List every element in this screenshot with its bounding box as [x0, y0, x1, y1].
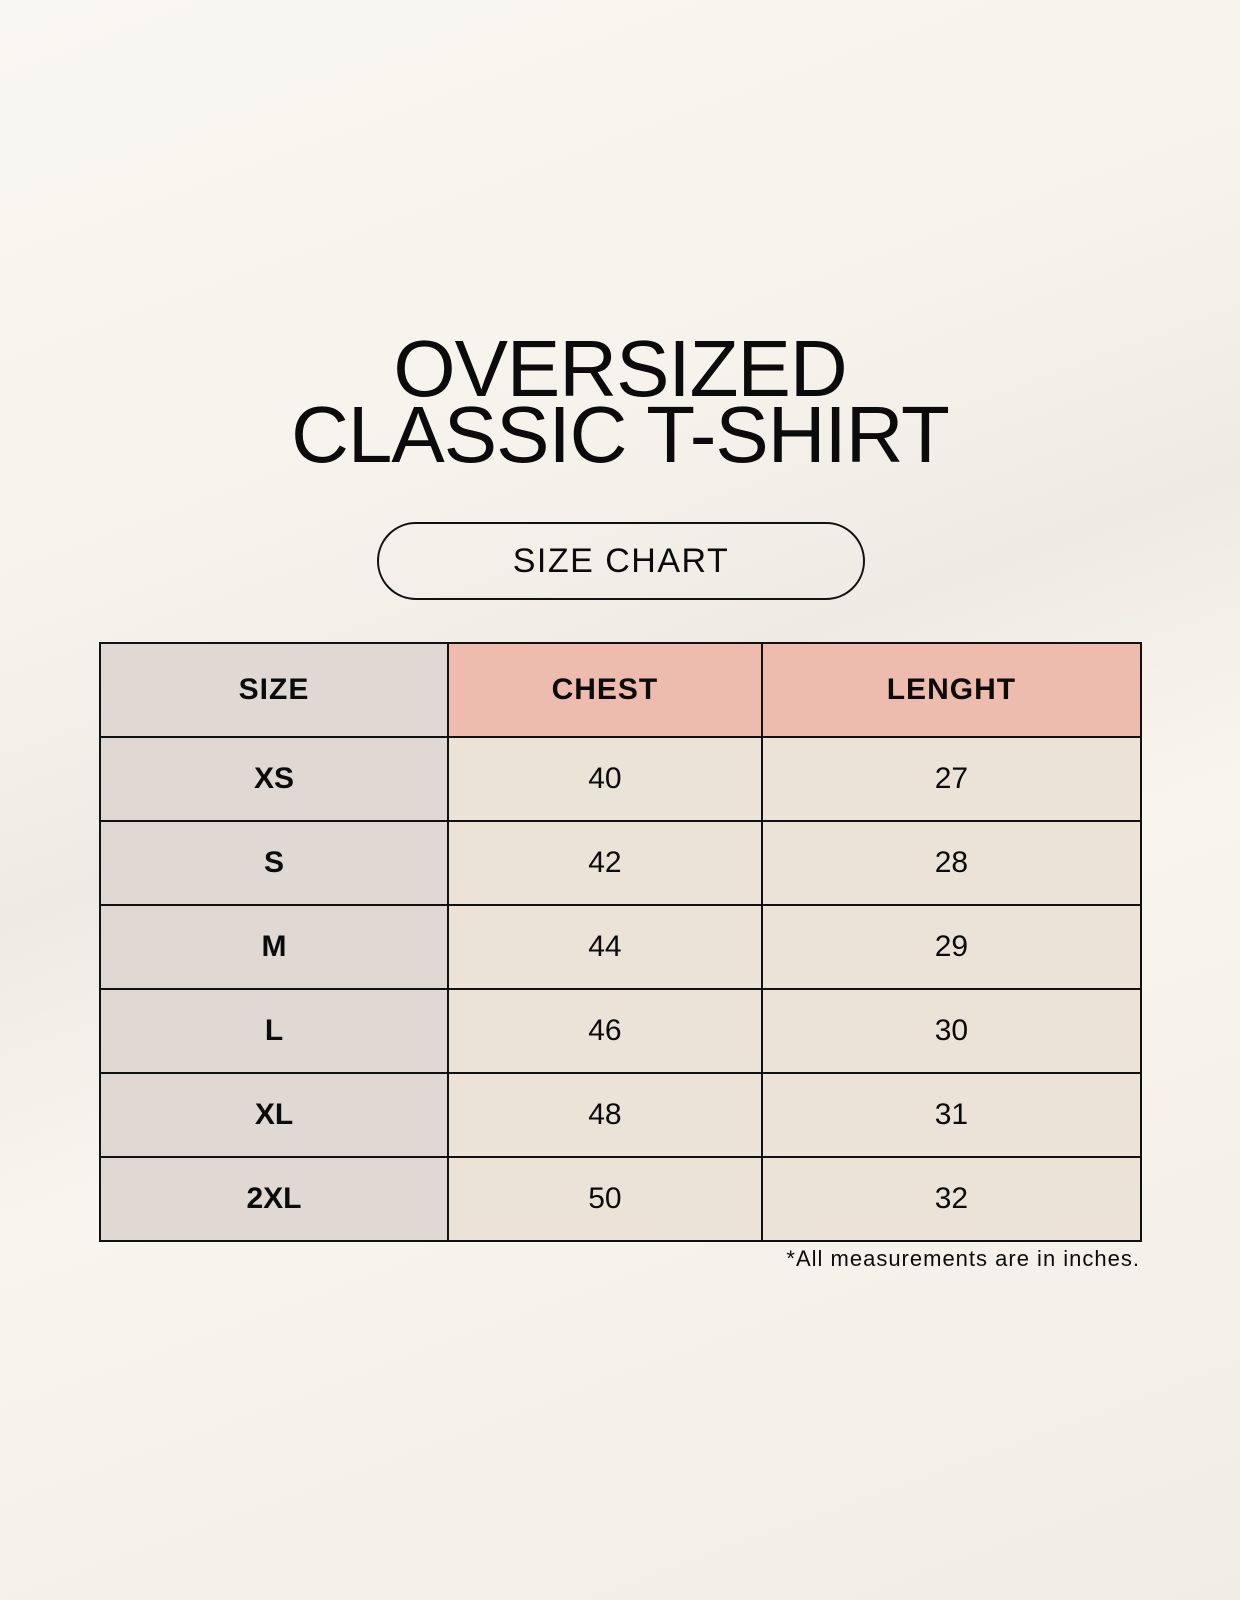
- footnote: *All measurements are in inches.: [786, 1246, 1140, 1271]
- size-chart-badge: SIZE CHART: [377, 522, 865, 600]
- table-row: XL 48 31: [99, 1072, 1143, 1158]
- length-cell: 31: [760, 1072, 1143, 1158]
- header-chest: CHEST: [447, 642, 763, 738]
- size-cell: 2XL: [99, 1156, 449, 1242]
- chest-cell: 46: [447, 988, 763, 1074]
- table-row: S 42 28: [99, 820, 1143, 906]
- size-cell: XL: [99, 1072, 449, 1158]
- length-cell: 28: [760, 820, 1143, 906]
- header-length: LENGHT: [760, 642, 1143, 738]
- table-row: XS 40 27: [99, 736, 1143, 822]
- chest-cell: 42: [447, 820, 763, 906]
- chest-cell: 44: [447, 904, 763, 990]
- size-cell: S: [99, 820, 449, 906]
- header-row: SIZE CHEST LENGHT: [99, 642, 1143, 738]
- length-cell: 27: [760, 736, 1143, 822]
- size-cell: XS: [99, 736, 449, 822]
- length-cell: 30: [760, 988, 1143, 1074]
- table-row: L 46 30: [99, 988, 1143, 1074]
- table-row: M 44 29: [99, 904, 1143, 990]
- size-cell: L: [99, 988, 449, 1074]
- length-cell: 32: [760, 1156, 1143, 1242]
- page-title: OVERSIZED CLASSIC T-SHIRT: [0, 324, 1240, 479]
- title-line-2: CLASSIC T-SHIRT: [291, 390, 950, 479]
- size-cell: M: [99, 904, 449, 990]
- chest-cell: 48: [447, 1072, 763, 1158]
- chest-cell: 40: [447, 736, 763, 822]
- chest-cell: 50: [447, 1156, 763, 1242]
- table-row: 2XL 50 32: [99, 1156, 1143, 1242]
- size-table: SIZE CHEST LENGHT XS 40 27 S 42 28 M 44 29 L 46 30 X…: [99, 642, 1143, 1242]
- header-size: SIZE: [99, 642, 449, 738]
- title-line-1: OVERSIZED: [393, 324, 847, 413]
- length-cell: 29: [760, 904, 1143, 990]
